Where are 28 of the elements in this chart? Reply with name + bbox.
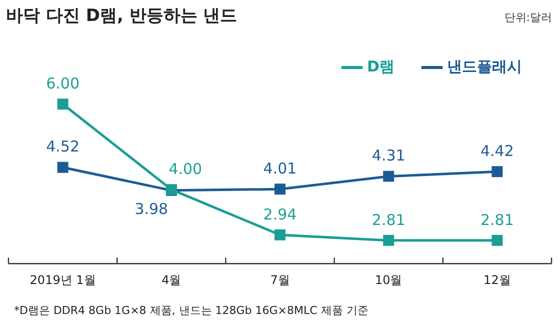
data-label: 4.42 [480, 142, 514, 160]
x-tick-label: 4월 [162, 272, 182, 287]
point [383, 170, 394, 182]
x-tick-label: 7월 [270, 272, 290, 287]
text: *D램은 DDR4 8Gb 1G×8 제품, 낸드는 128Gb 16G×8MLC 제품 기준 [14, 303, 368, 318]
data-label: 6.00 [46, 74, 80, 92]
x-tick-label: 2019년 1월 [30, 272, 96, 287]
point [492, 234, 503, 246]
point [57, 98, 68, 110]
legend-label: D램 [367, 57, 394, 76]
data-label: 2.81 [480, 210, 514, 229]
data-label: 4.00 [168, 160, 202, 178]
point [492, 166, 503, 178]
data-label: 4.52 [46, 138, 80, 156]
point [57, 162, 68, 173]
point [274, 184, 286, 195]
x-tick-label: 12월 [484, 272, 511, 287]
point [383, 234, 394, 246]
data-label: 2.94 [263, 205, 297, 224]
data-label: 4.01 [263, 160, 297, 178]
point [274, 229, 286, 240]
chart-title: 바닥 다진 D램, 반등하는 낸드 [6, 5, 238, 27]
data-label: 3.98 [134, 200, 168, 218]
text: 단위:달러 [504, 10, 552, 25]
legend-label: 낸드플래시 [447, 57, 522, 76]
data-label: 4.31 [372, 146, 406, 165]
x-tick-label: 10월 [374, 272, 402, 287]
data-label: 2.81 [372, 210, 406, 229]
